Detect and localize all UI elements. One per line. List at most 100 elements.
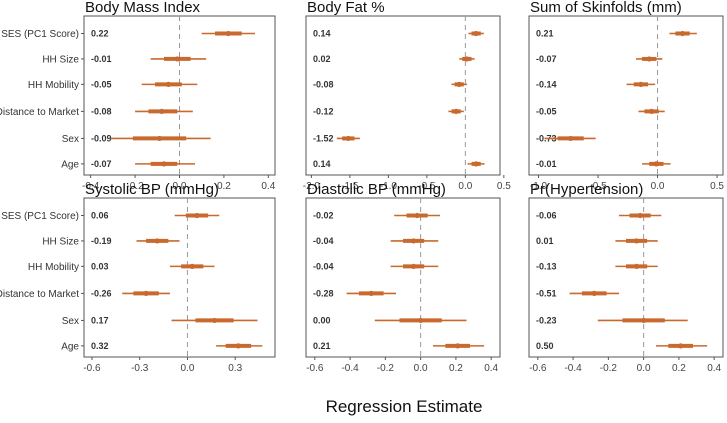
panel-title-pr-hypertension: Pr(Hypertension)	[530, 181, 643, 198]
estimate-point	[161, 161, 167, 167]
x-tick-label: 0.0	[637, 363, 651, 374]
panel-frame-body-mass-index	[83, 15, 276, 176]
estimate-label: -0.23	[536, 315, 557, 325]
estimate-point	[648, 108, 655, 114]
x-tick-label: -0.2	[377, 363, 395, 374]
x-tick-label: 0.4	[261, 181, 275, 192]
x-tick-label: -0.4	[82, 181, 100, 192]
estimate-label: -0.08	[313, 79, 334, 89]
estimate-point	[473, 30, 479, 37]
estimate-point	[165, 81, 171, 87]
estimate-point	[637, 212, 643, 219]
estimate-point	[646, 56, 652, 62]
estimate-label: -0.01	[91, 54, 112, 64]
row-label: SES (PC1 Score)	[1, 211, 79, 222]
row-label: Sex	[62, 134, 79, 145]
x-tick-label: 0.2	[449, 363, 463, 374]
panel-frame-systolic-bp-mmhg	[83, 197, 276, 358]
estimate-point	[638, 81, 644, 87]
x-tick-label: -0.4	[564, 363, 582, 374]
x-tick-label: -0.4	[341, 363, 359, 374]
x-tick-label: 0.0	[181, 363, 195, 374]
panel-frame-sum-of-skinfolds-mm	[528, 15, 724, 176]
x-tick-label: -1.0	[530, 181, 548, 192]
x-tick-label: -1.0	[380, 181, 398, 192]
estimate-label: 0.14	[313, 28, 331, 38]
estimate-label: 0.50	[536, 341, 554, 351]
estimate-point	[418, 317, 424, 324]
x-tick-label: 0.2	[672, 363, 686, 374]
estimate-label: -0.13	[536, 261, 557, 271]
estimate-label: -0.02	[313, 210, 334, 220]
estimate-label: -0.12	[313, 106, 334, 116]
x-tick-label: 0.3	[228, 363, 242, 374]
estimate-point	[174, 56, 180, 62]
estimate-label: -0.28	[313, 288, 334, 298]
x-tick-label: 0.0	[173, 181, 187, 192]
estimate-point	[591, 290, 597, 296]
estimate-point	[633, 238, 640, 244]
x-tick-label: 0.0	[414, 363, 428, 374]
x-tick-label: 0.4	[484, 363, 498, 374]
estimate-label: -0.09	[91, 133, 112, 143]
estimate-point	[194, 212, 200, 219]
estimate-label: 0.22	[91, 28, 109, 38]
estimate-label: 0.21	[313, 341, 331, 351]
estimate-label: 0.14	[313, 159, 331, 169]
estimate-point	[235, 343, 241, 349]
estimate-point	[455, 343, 461, 349]
row-label: Age	[61, 341, 79, 352]
x-tick-label: -0.6	[306, 363, 324, 374]
panel-title-sum-of-skinfolds-mm: Sum of Skinfolds (mm)	[530, 0, 682, 16]
estimate-point	[410, 238, 417, 244]
estimate-point	[464, 56, 470, 62]
x-tick-label: -0.5	[589, 181, 607, 192]
panel-title-diastolic-bp-mmhg: Diastolic BP (mmHg)	[307, 181, 446, 198]
x-tick-label: 0.5	[710, 181, 724, 192]
panel-frame-diastolic-bp-mmhg	[305, 197, 501, 358]
panel-frame-body-fat	[305, 15, 501, 176]
estimate-point	[453, 108, 459, 114]
estimate-point	[154, 238, 160, 244]
estimate-label: -0.06	[536, 210, 557, 220]
panel-title-body-mass-index: Body Mass Index	[85, 0, 201, 16]
estimate-label: -0.04	[313, 236, 334, 246]
estimate-label: -0.05	[536, 106, 557, 116]
estimate-label: -1.52	[313, 133, 334, 143]
estimate-label: -0.07	[91, 159, 112, 169]
x-tick-label: -0.2	[600, 363, 618, 374]
row-label: HH Size	[42, 236, 79, 247]
estimate-label: 0.17	[91, 315, 109, 325]
x-tick-label: -0.2	[126, 181, 144, 192]
panel-frame-pr-hypertension	[528, 197, 724, 358]
estimate-point	[410, 263, 417, 269]
estimate-label: -0.01	[536, 159, 557, 169]
x-tick-label: 0.0	[458, 181, 472, 192]
row-label: HH Size	[42, 54, 79, 65]
row-label: Age	[61, 159, 79, 170]
x-tick-label: 0.4	[707, 363, 721, 374]
estimate-point	[679, 30, 686, 37]
row-label: HH Mobility	[28, 80, 79, 91]
estimate-label: -0.05	[91, 79, 112, 89]
x-tick-label: -0.6	[529, 363, 547, 374]
panel-title-systolic-bp-mmhg: Systolic BP (mmHg)	[85, 181, 219, 198]
estimate-label: -0.14	[536, 79, 557, 89]
estimate-label: -0.04	[313, 261, 334, 271]
estimate-point	[225, 30, 231, 37]
estimate-label: 0.32	[91, 341, 109, 351]
estimate-point	[653, 161, 659, 167]
x-tick-label: 0.2	[217, 181, 231, 192]
estimate-point	[473, 161, 479, 167]
x-tick-label: 0.0	[651, 181, 665, 192]
estimate-point	[156, 135, 163, 142]
estimate-label: 0.02	[313, 54, 331, 64]
estimate-point	[678, 343, 684, 349]
row-label: Distance to Market	[0, 289, 79, 300]
estimate-label: -0.07	[536, 54, 557, 64]
estimate-point	[568, 135, 574, 142]
estimate-label: -0.51	[536, 288, 557, 298]
x-tick-label: -2.0	[303, 181, 321, 192]
row-label: Distance to Market	[0, 107, 79, 118]
